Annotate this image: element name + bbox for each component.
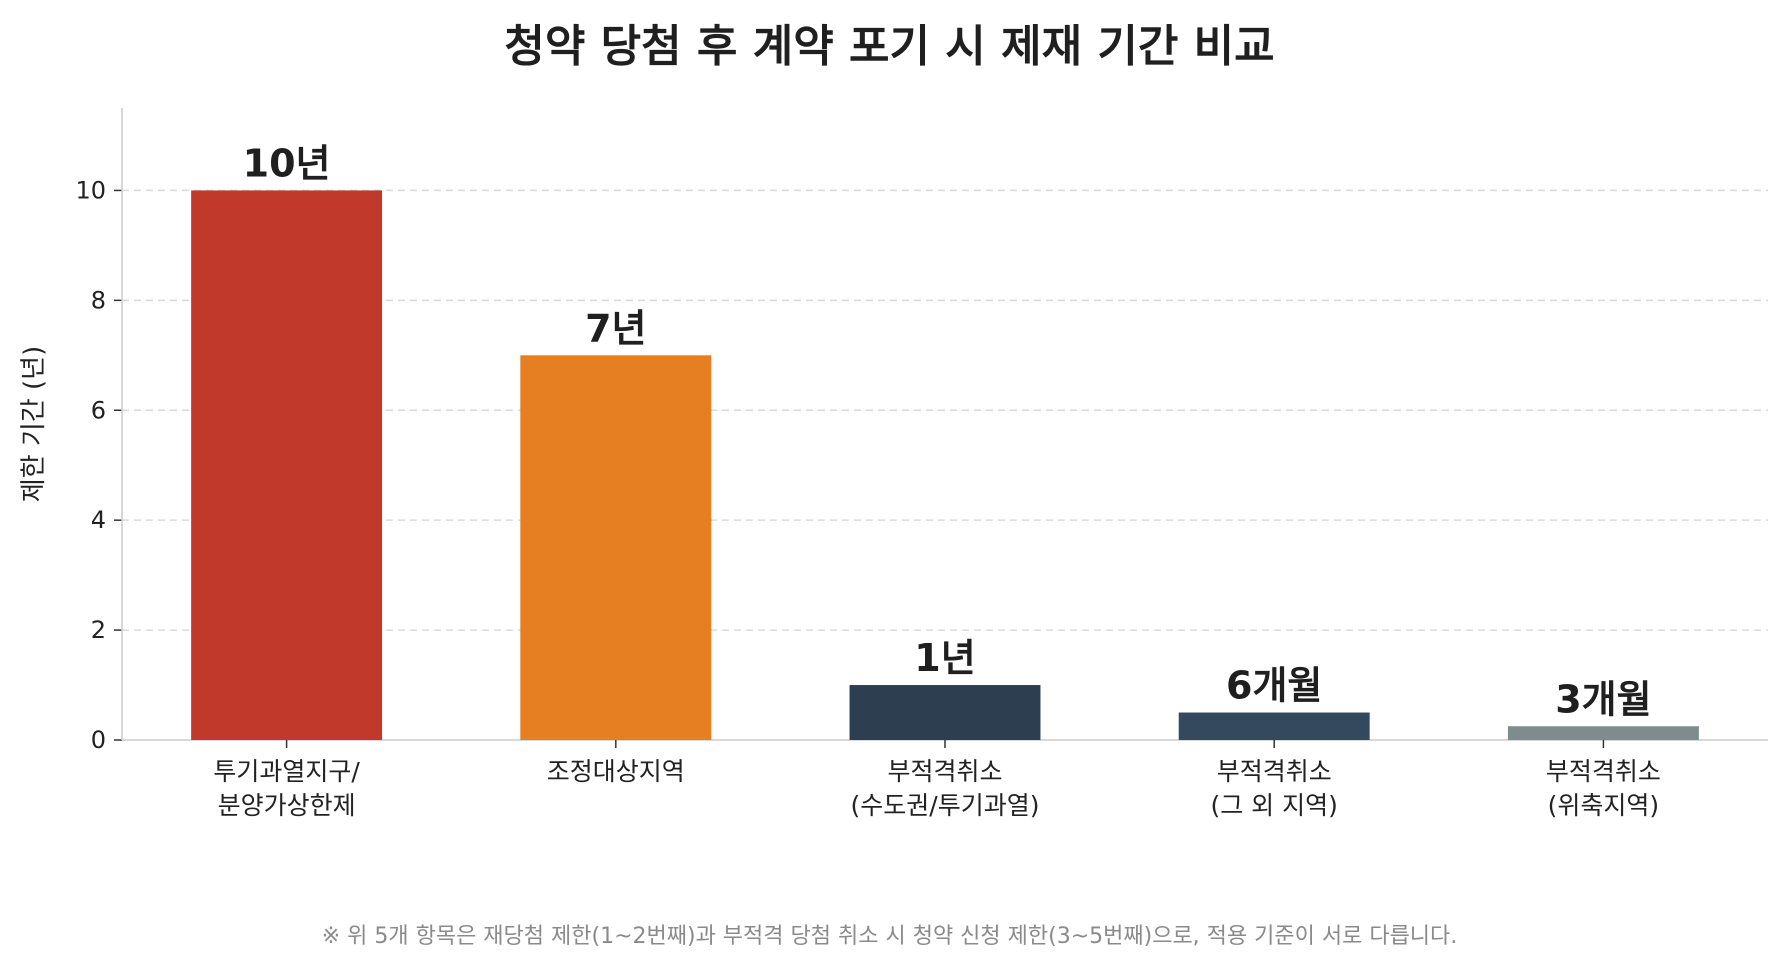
- data-label: 1년: [914, 636, 975, 680]
- data-label: 3개월: [1555, 677, 1651, 721]
- y-tick-label: 0: [91, 726, 106, 754]
- y-tick-label: 10: [75, 176, 106, 204]
- x-tick-label: (위축지역): [1548, 791, 1660, 820]
- x-tick-label: 조정대상지역: [547, 757, 685, 786]
- bar: [849, 685, 1041, 740]
- y-tick-label: 6: [91, 396, 106, 424]
- x-tick-label: 부적격취소: [1217, 757, 1332, 786]
- x-tick-label: 분양가상한제: [218, 791, 356, 820]
- bar: [1507, 726, 1699, 740]
- x-tick-label: (수도권/투기과열): [851, 791, 1040, 820]
- y-tick-label: 2: [91, 616, 106, 644]
- data-label: 10년: [243, 141, 331, 185]
- bar: [1178, 712, 1370, 740]
- bar: [520, 355, 712, 740]
- y-tick-label: 8: [91, 286, 106, 314]
- y-tick-label: 4: [91, 506, 106, 534]
- x-tick-label: 부적격취소: [887, 757, 1002, 786]
- footnote: ※ 위 5개 항목은 재당첨 제한(1~2번째)과 부적격 당첨 취소 시 청약…: [321, 924, 1458, 949]
- x-tick-label: 부적격취소: [1546, 757, 1661, 786]
- chart-title: 청약 당첨 후 계약 포기 시 제재 기간 비교: [504, 21, 1275, 72]
- bar: [191, 190, 383, 740]
- data-label: 7년: [585, 306, 646, 350]
- x-tick-label: (그 외 지역): [1210, 791, 1337, 820]
- x-tick-label: 투기과열지구/: [213, 757, 360, 786]
- data-label: 6개월: [1226, 664, 1322, 708]
- y-axis-label: 제한 기간 (년): [19, 346, 49, 502]
